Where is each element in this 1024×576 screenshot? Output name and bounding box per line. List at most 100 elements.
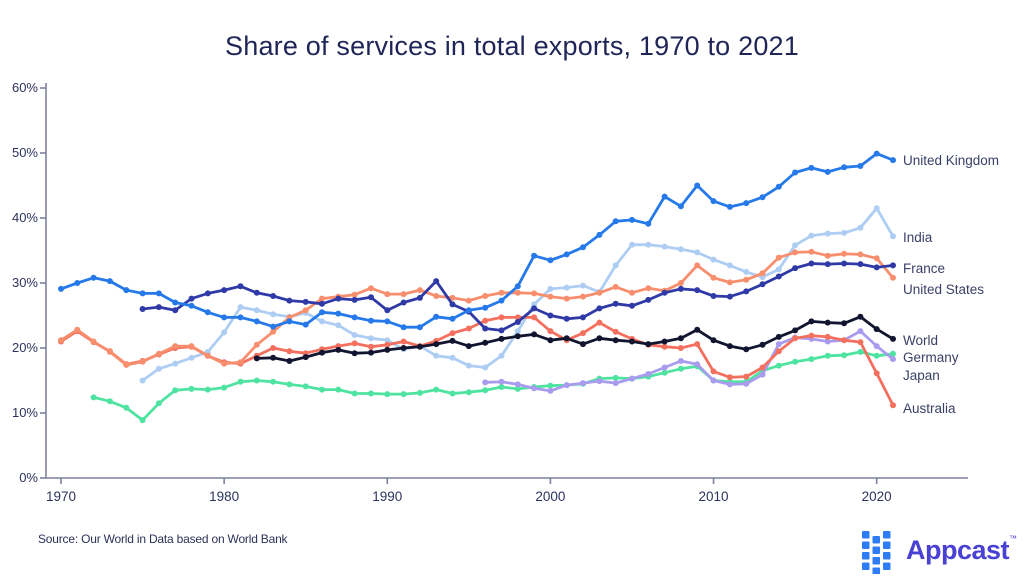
series-point bbox=[188, 385, 195, 392]
logo-square bbox=[872, 567, 880, 574]
series-point bbox=[514, 319, 521, 325]
series-point bbox=[612, 337, 619, 344]
y-tick-label: 60% bbox=[11, 80, 38, 95]
series-point bbox=[253, 307, 260, 314]
series-point bbox=[237, 304, 244, 311]
series-point bbox=[449, 390, 456, 397]
series-point bbox=[351, 332, 358, 338]
series-point bbox=[890, 274, 896, 281]
series-point bbox=[677, 285, 684, 292]
series-point bbox=[677, 358, 684, 364]
logo-square bbox=[872, 536, 880, 544]
series-point bbox=[857, 163, 864, 169]
series-point bbox=[629, 302, 635, 309]
series-point bbox=[465, 307, 472, 314]
logo-square bbox=[883, 541, 891, 549]
series-point bbox=[319, 295, 325, 302]
series-point bbox=[139, 377, 146, 384]
series-point bbox=[482, 379, 489, 386]
series-point bbox=[824, 319, 831, 326]
series-point bbox=[270, 354, 277, 361]
series-point bbox=[873, 326, 880, 333]
series-point bbox=[743, 380, 750, 387]
series-point bbox=[743, 373, 750, 380]
series-point bbox=[449, 330, 456, 337]
series-point bbox=[563, 284, 570, 291]
x-tick-label: 1970 bbox=[45, 489, 77, 504]
series-point bbox=[286, 318, 293, 325]
series-point bbox=[775, 254, 782, 261]
series-point bbox=[694, 287, 701, 294]
series-point bbox=[514, 283, 521, 290]
series-point bbox=[645, 285, 652, 292]
series-point bbox=[792, 242, 799, 249]
series-point bbox=[351, 340, 358, 347]
series-point bbox=[319, 386, 325, 393]
series-point bbox=[237, 314, 244, 321]
series-point bbox=[302, 383, 309, 390]
series-point bbox=[400, 291, 407, 298]
series-point bbox=[482, 317, 489, 324]
y-tick-label: 10% bbox=[11, 405, 38, 420]
series-point bbox=[873, 370, 880, 377]
series-point bbox=[775, 266, 782, 273]
series-point bbox=[841, 352, 848, 359]
series-point bbox=[563, 295, 570, 302]
series-point bbox=[449, 294, 456, 301]
series-point bbox=[335, 310, 342, 317]
series-point bbox=[286, 297, 293, 304]
series-label-france: France bbox=[903, 261, 946, 277]
series-point bbox=[677, 280, 684, 286]
series-point bbox=[270, 311, 277, 318]
series-point bbox=[270, 293, 277, 299]
series-point bbox=[612, 374, 619, 381]
series-point bbox=[694, 326, 701, 333]
series-point bbox=[384, 341, 391, 348]
series-point bbox=[368, 390, 374, 397]
series-point bbox=[90, 274, 97, 281]
series-point bbox=[759, 341, 766, 348]
series-point bbox=[792, 265, 799, 272]
series-point bbox=[482, 293, 489, 299]
series-point bbox=[694, 182, 701, 189]
series-point bbox=[368, 335, 374, 342]
series-point bbox=[890, 402, 896, 409]
series-point bbox=[286, 381, 293, 388]
series-point bbox=[123, 287, 130, 294]
series-point bbox=[792, 249, 799, 256]
series-point bbox=[204, 386, 211, 393]
series-point bbox=[351, 350, 358, 357]
series-point bbox=[841, 320, 848, 327]
series-point bbox=[873, 255, 880, 262]
series-point bbox=[302, 321, 309, 328]
series-point bbox=[368, 349, 374, 356]
series-point bbox=[465, 325, 472, 332]
series-point bbox=[824, 261, 831, 268]
series-point bbox=[873, 264, 880, 271]
series-point bbox=[465, 297, 472, 304]
series-point bbox=[857, 339, 864, 346]
series-point bbox=[416, 343, 423, 350]
series-point bbox=[253, 341, 260, 348]
series-point bbox=[384, 291, 391, 298]
series-point bbox=[433, 352, 440, 359]
logo-square bbox=[862, 541, 870, 549]
y-tick-label: 50% bbox=[11, 145, 38, 160]
series-point bbox=[270, 328, 277, 335]
series-point bbox=[857, 348, 864, 355]
series-point bbox=[759, 270, 766, 277]
series-point bbox=[677, 246, 684, 253]
series-point bbox=[531, 385, 538, 392]
series-point bbox=[237, 378, 244, 385]
series-point bbox=[596, 289, 603, 296]
series-label-japan: Japan bbox=[903, 368, 940, 384]
series-point bbox=[547, 387, 554, 394]
series-point bbox=[743, 346, 750, 353]
series-point bbox=[384, 307, 391, 314]
series-point bbox=[596, 305, 603, 312]
series-point bbox=[661, 193, 668, 200]
series-point bbox=[270, 345, 277, 351]
series-point bbox=[824, 333, 831, 340]
series-point bbox=[400, 324, 407, 331]
series-point bbox=[482, 387, 489, 394]
